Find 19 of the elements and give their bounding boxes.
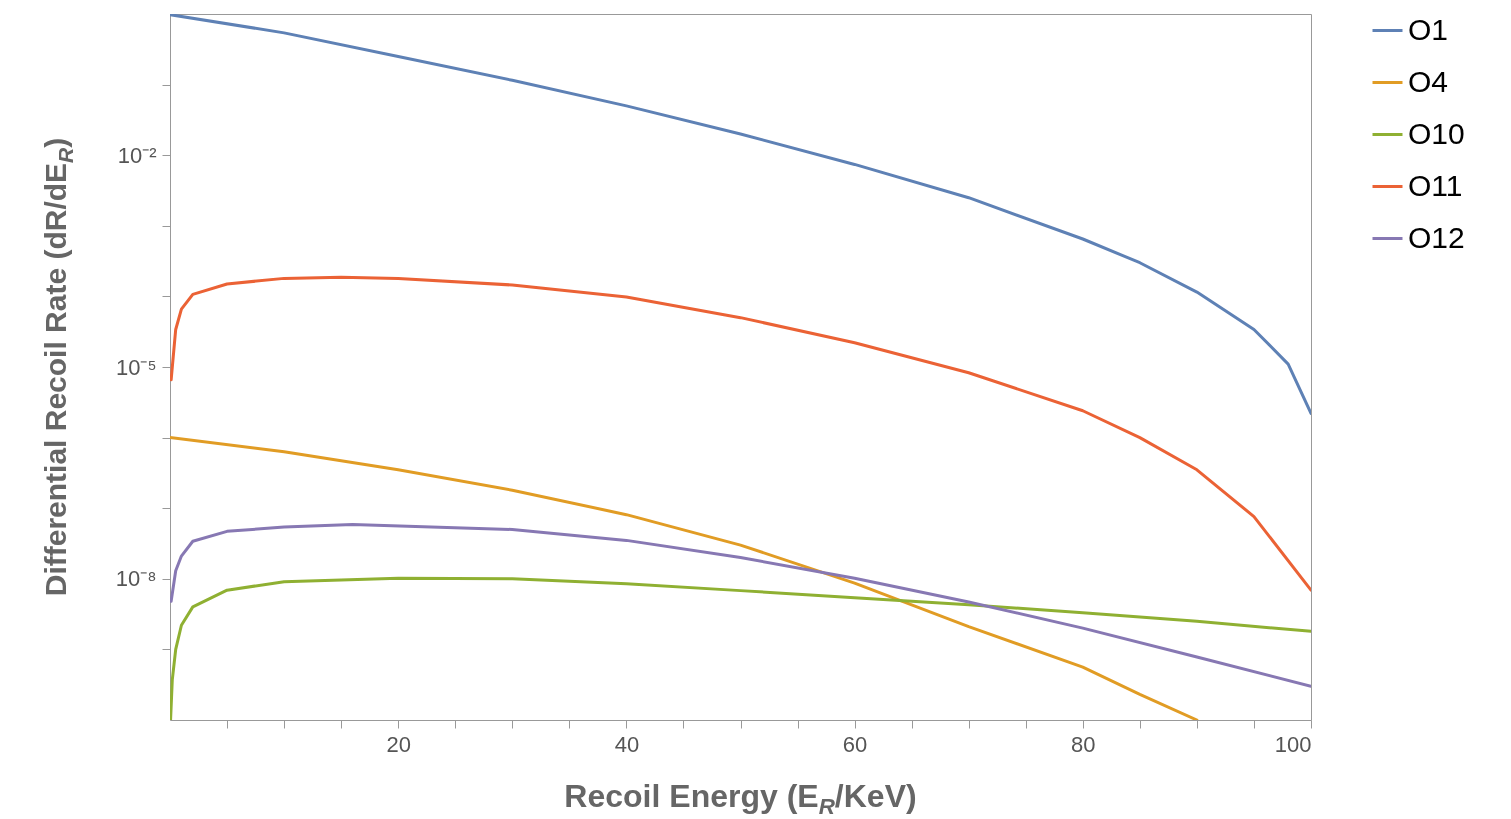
x-tick-label: 40 [614, 731, 640, 757]
x-axis-title: Recoil Energy (E$_{R}$/KeV) [563, 778, 918, 819]
y-tick-label: 10⁻² [117, 142, 157, 168]
legend-label: O4 [1408, 64, 1449, 98]
line-series [170, 522, 1311, 688]
line-series [170, 436, 1199, 720]
x-tick-label: 100 [1274, 731, 1312, 757]
line-series [170, 576, 1311, 720]
legend-label: O10 [1408, 116, 1465, 150]
x-tick-label: 20 [386, 731, 411, 757]
y-tick-label: 10⁻⁵ [115, 354, 157, 380]
legend-label: O1 [1408, 12, 1449, 46]
line-series [170, 14, 1311, 415]
x-tick-label: 80 [1071, 731, 1096, 757]
legend-label: O11 [1408, 168, 1463, 202]
line-series [170, 275, 1311, 592]
legend-label: O12 [1408, 220, 1465, 254]
y-tick-label: 10⁻⁸ [115, 566, 157, 592]
x-tick-label: 60 [842, 731, 868, 757]
